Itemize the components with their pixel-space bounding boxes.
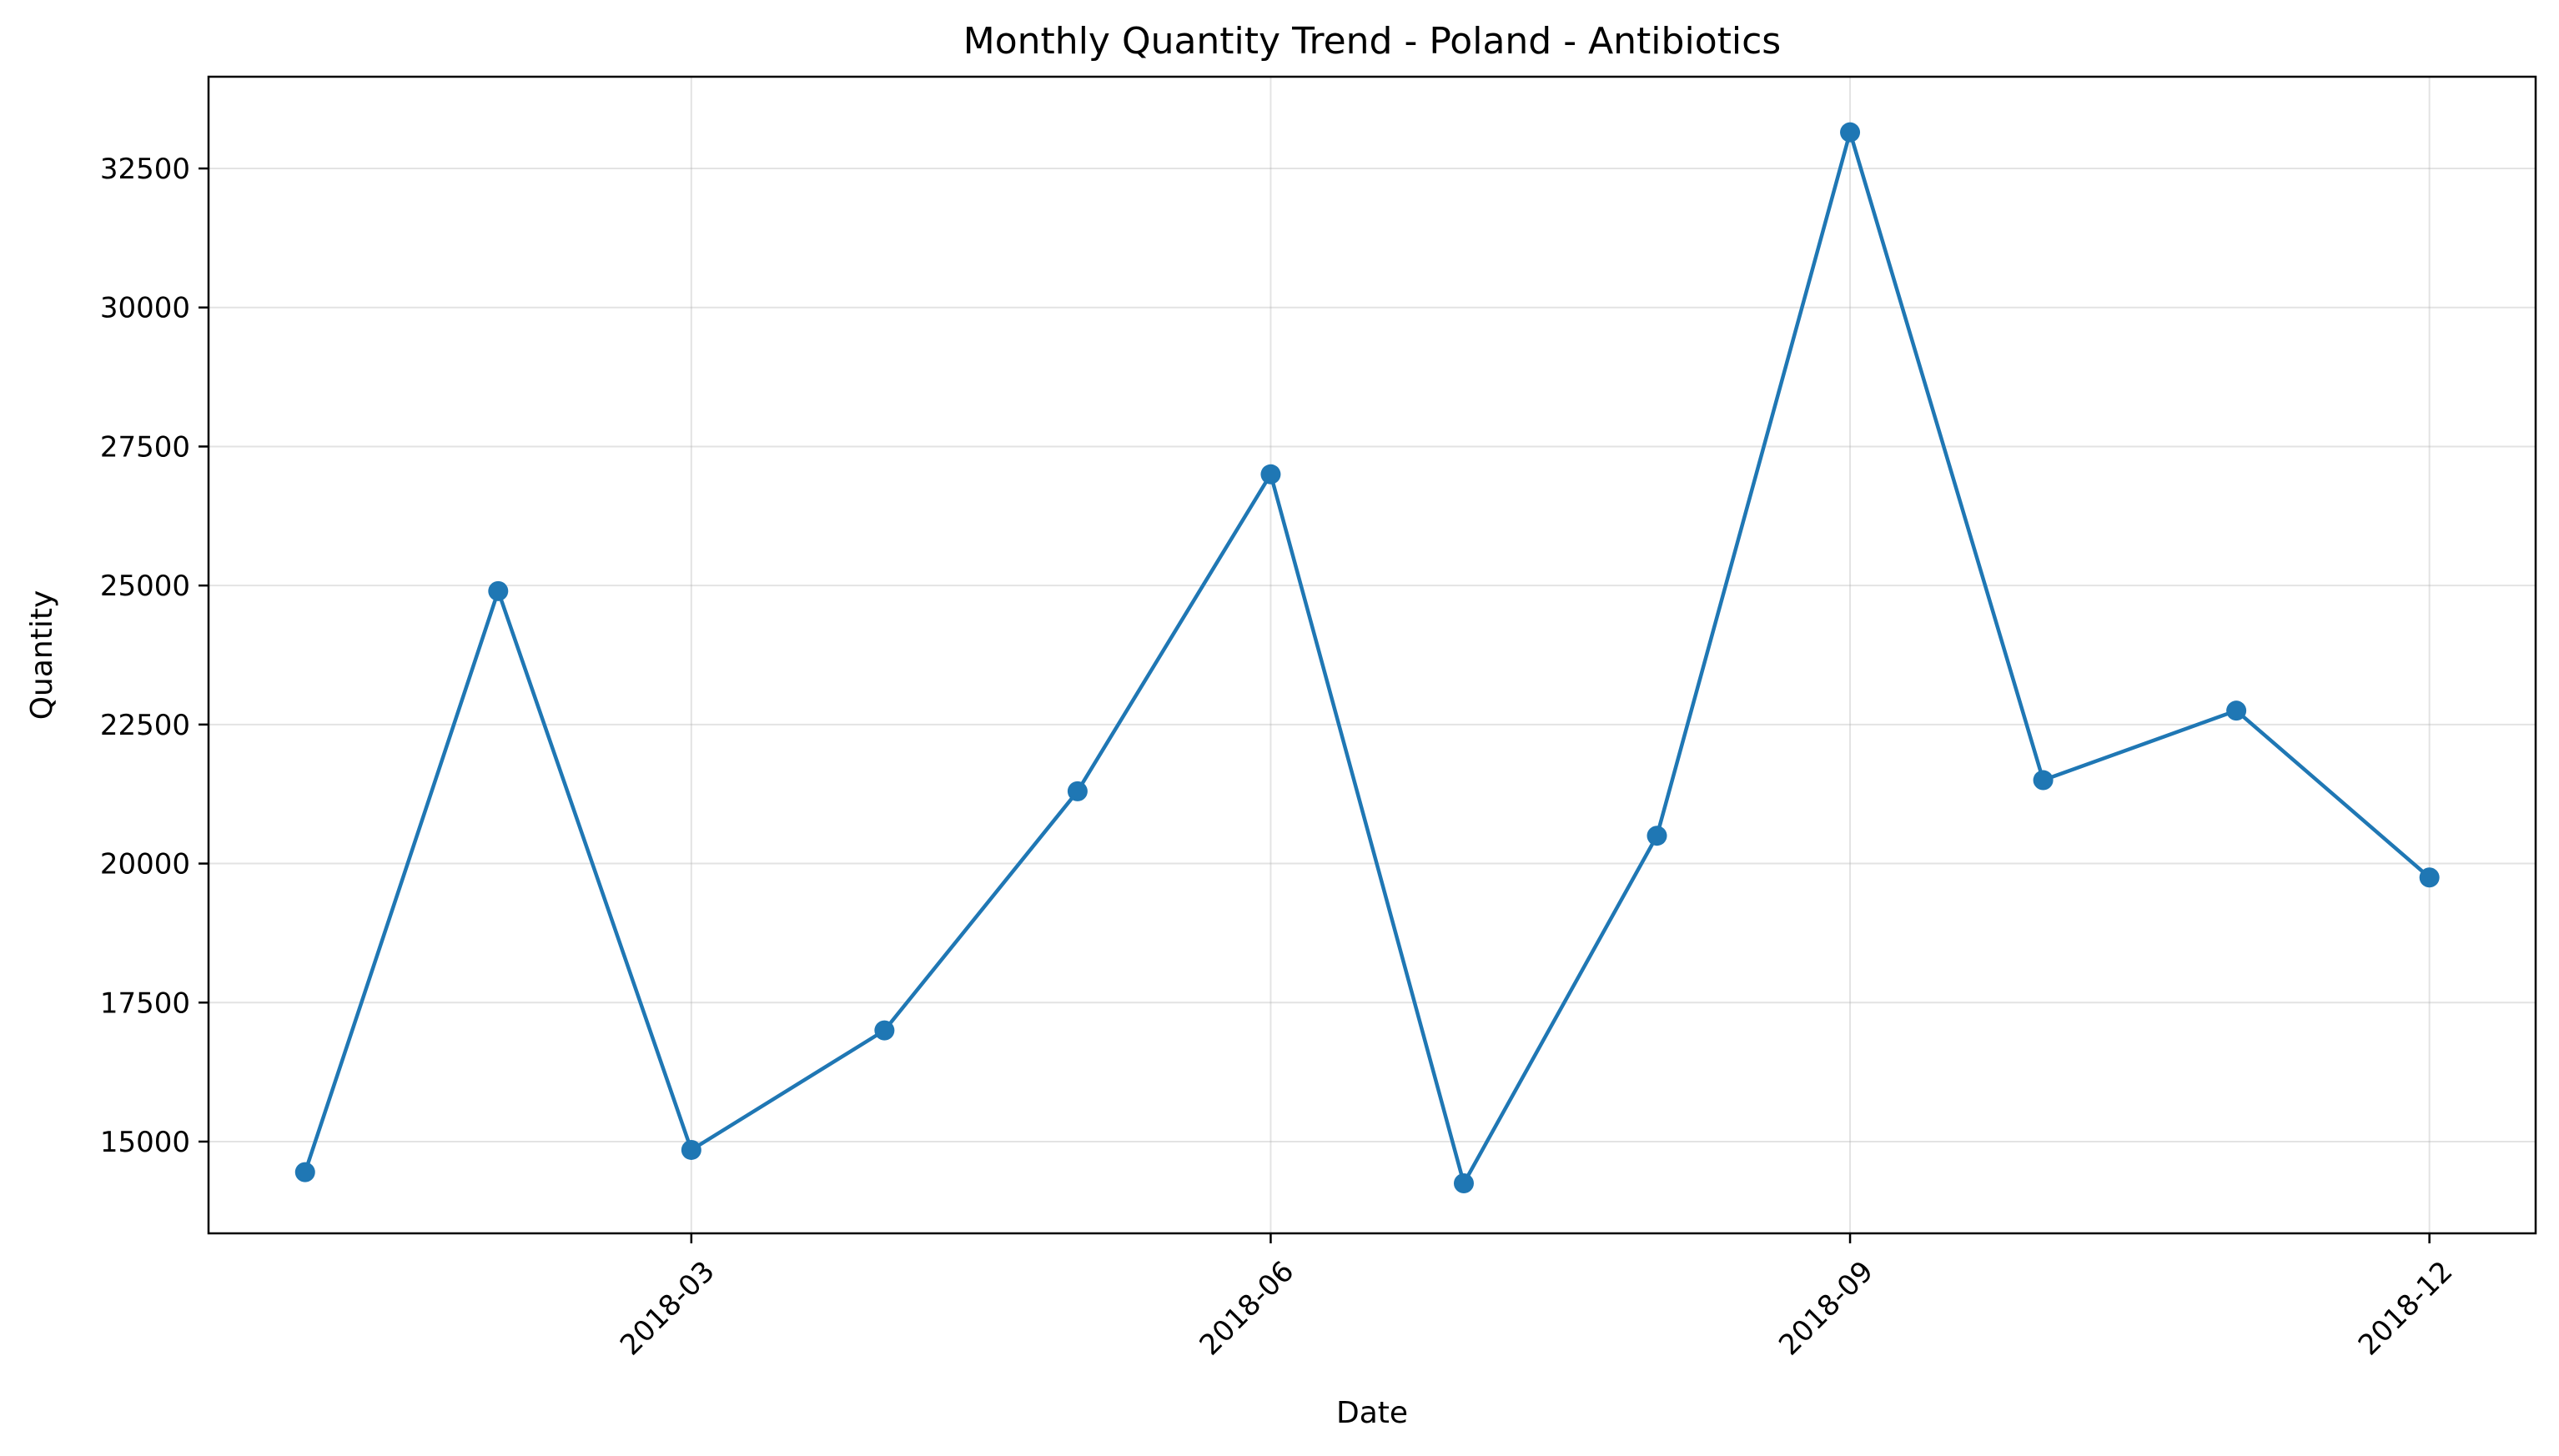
data-point-2018-02[interactable] — [488, 580, 509, 601]
y-tick-label: 20000 — [100, 848, 190, 881]
grid — [209, 77, 2536, 1233]
x-tick-label: 2018-09 — [1772, 1255, 1880, 1363]
y-tick-label: 15000 — [100, 1126, 190, 1159]
series-layer — [294, 122, 2440, 1193]
y-tick-label: 17500 — [100, 987, 190, 1020]
y-tick-label: 27500 — [100, 430, 190, 464]
data-point-2018-07[interactable] — [1453, 1172, 1474, 1193]
data-point-2018-06[interactable] — [1260, 464, 1281, 484]
data-point-2018-09[interactable] — [1840, 122, 1861, 143]
y-axis-title: Quantity — [25, 590, 59, 720]
x-tick-label: 2018-03 — [614, 1255, 721, 1363]
data-point-2018-04[interactable] — [874, 1020, 895, 1041]
data-point-2018-08[interactable] — [1647, 826, 1667, 846]
y-tick-label: 22500 — [100, 709, 190, 742]
x-axis: 2018-03 2018-06 2018-09 2018-12 — [614, 1233, 2460, 1362]
data-point-2018-03[interactable] — [681, 1139, 701, 1160]
chart-title: Monthly Quantity Trend - Poland - Antibi… — [963, 20, 1781, 63]
x-axis-title: Date — [1336, 1396, 1408, 1430]
plot-frame — [207, 75, 2537, 1235]
y-tick-label: 30000 — [100, 292, 190, 325]
y-axis: 15000 17500 20000 22500 25000 27500 30000 32500 — [100, 153, 209, 1159]
x-tick-label: 2018-12 — [2352, 1255, 2460, 1363]
y-tick-label: 32500 — [100, 153, 190, 186]
x-tick-label: 2018-06 — [1194, 1255, 1301, 1363]
y-tick-label: 25000 — [100, 570, 190, 603]
data-point-2018-11[interactable] — [2226, 700, 2247, 721]
data-point-2018-01[interactable] — [294, 1162, 315, 1182]
data-point-2018-05[interactable] — [1067, 781, 1088, 801]
data-point-2018-12[interactable] — [2419, 867, 2440, 888]
series-line-quantity — [303, 130, 2431, 1186]
data-point-2018-10[interactable] — [2033, 770, 2054, 791]
